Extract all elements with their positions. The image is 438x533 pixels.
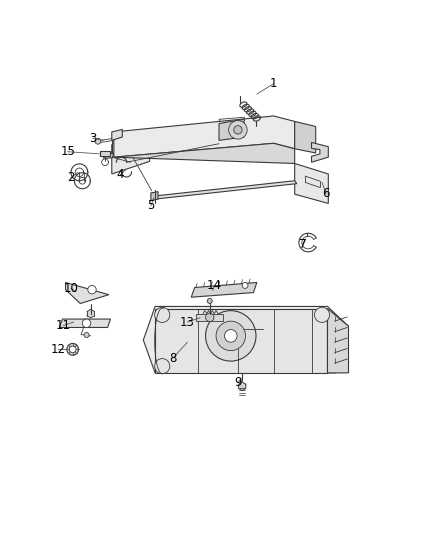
Circle shape	[205, 313, 214, 321]
Text: 1: 1	[270, 77, 277, 90]
Text: 6: 6	[322, 187, 330, 200]
Circle shape	[69, 346, 76, 353]
Polygon shape	[87, 309, 95, 318]
Text: 3: 3	[89, 132, 96, 145]
Circle shape	[95, 138, 101, 144]
Text: 4: 4	[117, 168, 124, 181]
Circle shape	[67, 343, 78, 355]
Text: 9: 9	[234, 376, 242, 389]
Polygon shape	[143, 306, 349, 373]
Polygon shape	[155, 309, 328, 373]
Circle shape	[224, 329, 237, 342]
Circle shape	[242, 282, 248, 288]
Polygon shape	[295, 122, 316, 153]
Text: 7: 7	[299, 238, 307, 251]
Circle shape	[84, 333, 89, 337]
Polygon shape	[103, 153, 114, 158]
Polygon shape	[295, 164, 328, 204]
Circle shape	[155, 308, 170, 322]
Polygon shape	[100, 151, 110, 156]
Polygon shape	[112, 132, 150, 174]
Polygon shape	[114, 143, 295, 164]
Polygon shape	[191, 282, 257, 297]
Text: 11: 11	[56, 319, 71, 332]
Circle shape	[82, 319, 91, 327]
Polygon shape	[238, 382, 246, 391]
Polygon shape	[66, 282, 109, 303]
Polygon shape	[196, 313, 223, 321]
Text: 8: 8	[169, 352, 177, 365]
Circle shape	[155, 359, 170, 374]
Text: 2: 2	[67, 171, 75, 184]
Circle shape	[216, 321, 245, 351]
Polygon shape	[59, 319, 110, 327]
Text: 14: 14	[206, 279, 222, 292]
Polygon shape	[219, 119, 244, 140]
Circle shape	[207, 298, 212, 303]
Text: 10: 10	[64, 282, 78, 295]
Text: 13: 13	[180, 316, 195, 328]
Circle shape	[234, 126, 242, 134]
Polygon shape	[151, 192, 158, 200]
Text: 5: 5	[147, 199, 155, 213]
Text: 15: 15	[60, 145, 75, 158]
Polygon shape	[328, 309, 349, 373]
Circle shape	[314, 308, 329, 322]
Polygon shape	[112, 130, 122, 140]
Circle shape	[205, 311, 256, 361]
Circle shape	[88, 286, 96, 294]
Circle shape	[229, 120, 247, 139]
Polygon shape	[152, 181, 297, 199]
Polygon shape	[311, 142, 328, 162]
Polygon shape	[114, 116, 295, 157]
Text: 12: 12	[51, 343, 66, 356]
